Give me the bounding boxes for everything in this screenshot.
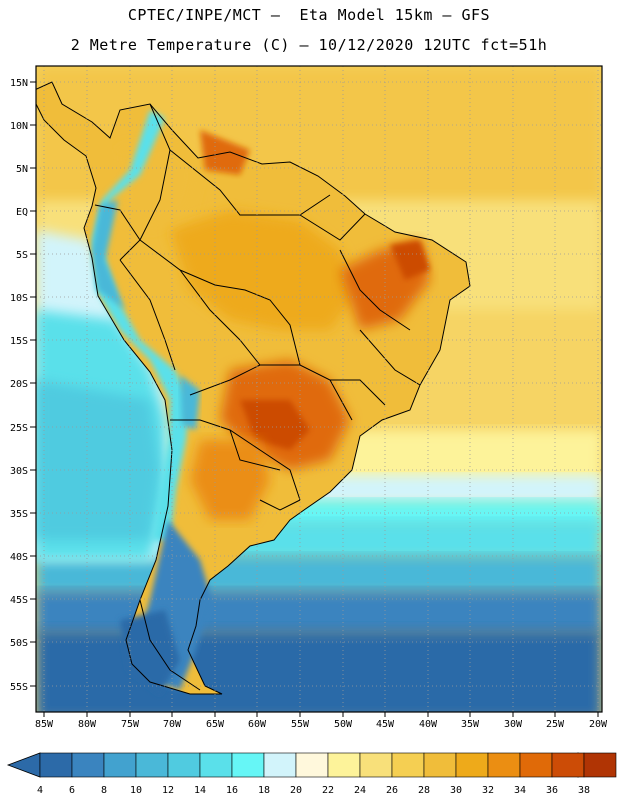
legend-label: 18	[258, 785, 270, 796]
legend-label: 38	[578, 785, 590, 796]
map-title-line2: 2 Metre Temperature (C) – 10/12/2020 12U…	[70, 36, 548, 54]
lon-label: 85W	[35, 719, 54, 730]
legend-color-box	[327, 752, 361, 778]
legend-color-box	[391, 752, 425, 778]
legend-color-box	[295, 752, 329, 778]
lat-label: 35S	[10, 509, 28, 520]
legend-color-box	[487, 752, 521, 778]
legend-color-box	[167, 752, 201, 778]
lat-label: 5N	[16, 164, 28, 175]
legend-label: 32	[482, 785, 494, 796]
legend-label: 20	[290, 785, 302, 796]
legend-label: 14	[194, 785, 206, 796]
lat-label: 20S	[10, 379, 28, 390]
legend-label: 30	[450, 785, 462, 796]
lon-label: 20W	[589, 719, 608, 730]
lon-label: 70W	[163, 719, 182, 730]
legend-color-box	[551, 752, 585, 778]
legend-label: 12	[162, 785, 174, 796]
lon-label: 50W	[334, 719, 353, 730]
lon-label: 55W	[291, 719, 310, 730]
legend-arrow-low	[6, 752, 41, 778]
legend-label: 6	[69, 785, 75, 796]
lat-label: 5S	[16, 250, 28, 261]
lon-label: 75W	[121, 719, 140, 730]
map-title-line1: CPTEC/INPE/MCT – Eta Model 15km – GFS	[127, 6, 491, 24]
lat-label: 10S	[10, 293, 28, 304]
legend-color-box	[135, 752, 169, 778]
legend-label: 16	[226, 785, 238, 796]
lon-label: 45W	[376, 719, 395, 730]
legend-color-box	[359, 752, 393, 778]
legend-label: 26	[386, 785, 398, 796]
lon-label: 25W	[546, 719, 565, 730]
legend-label: 8	[101, 785, 107, 796]
lat-label: 25S	[10, 423, 28, 434]
lon-label: 35W	[461, 719, 480, 730]
color-legend: 4 6 8 10 12 14 16 18 20 22 24 26 28 30 3…	[6, 752, 617, 796]
temperature-field	[36, 66, 602, 712]
lat-label: 50S	[10, 638, 28, 649]
lat-label: 55S	[10, 682, 28, 693]
lat-label: 30S	[10, 466, 28, 477]
lat-label: 10N	[10, 121, 28, 132]
lat-label: 45S	[10, 595, 28, 606]
legend-color-box	[423, 752, 457, 778]
lon-label: 30W	[504, 719, 523, 730]
legend-color-box	[39, 752, 73, 778]
lon-label: 80W	[78, 719, 97, 730]
legend-color-box	[263, 752, 297, 778]
legend-label: 10	[130, 785, 142, 796]
lat-label: EQ	[16, 207, 28, 218]
legend-color-box	[231, 752, 265, 778]
legend-color-box	[103, 752, 137, 778]
legend-label: 28	[418, 785, 430, 796]
legend-color-box	[455, 752, 489, 778]
legend-color-box	[199, 752, 233, 778]
legend-color-box	[583, 752, 617, 778]
map-frame	[35, 65, 603, 713]
lat-label: 15N	[10, 78, 28, 89]
legend-color-box	[519, 752, 553, 778]
legend-label: 24	[354, 785, 366, 796]
legend-label: 4	[37, 785, 43, 796]
lat-label: 40S	[10, 552, 28, 563]
legend-label: 22	[322, 785, 334, 796]
lon-label: 65W	[206, 719, 225, 730]
legend-label: 36	[546, 785, 558, 796]
lat-label: 15S	[10, 336, 28, 347]
legend-label: 34	[514, 785, 526, 796]
lon-label: 60W	[248, 719, 267, 730]
legend-color-box	[71, 752, 105, 778]
lon-label: 40W	[419, 719, 438, 730]
